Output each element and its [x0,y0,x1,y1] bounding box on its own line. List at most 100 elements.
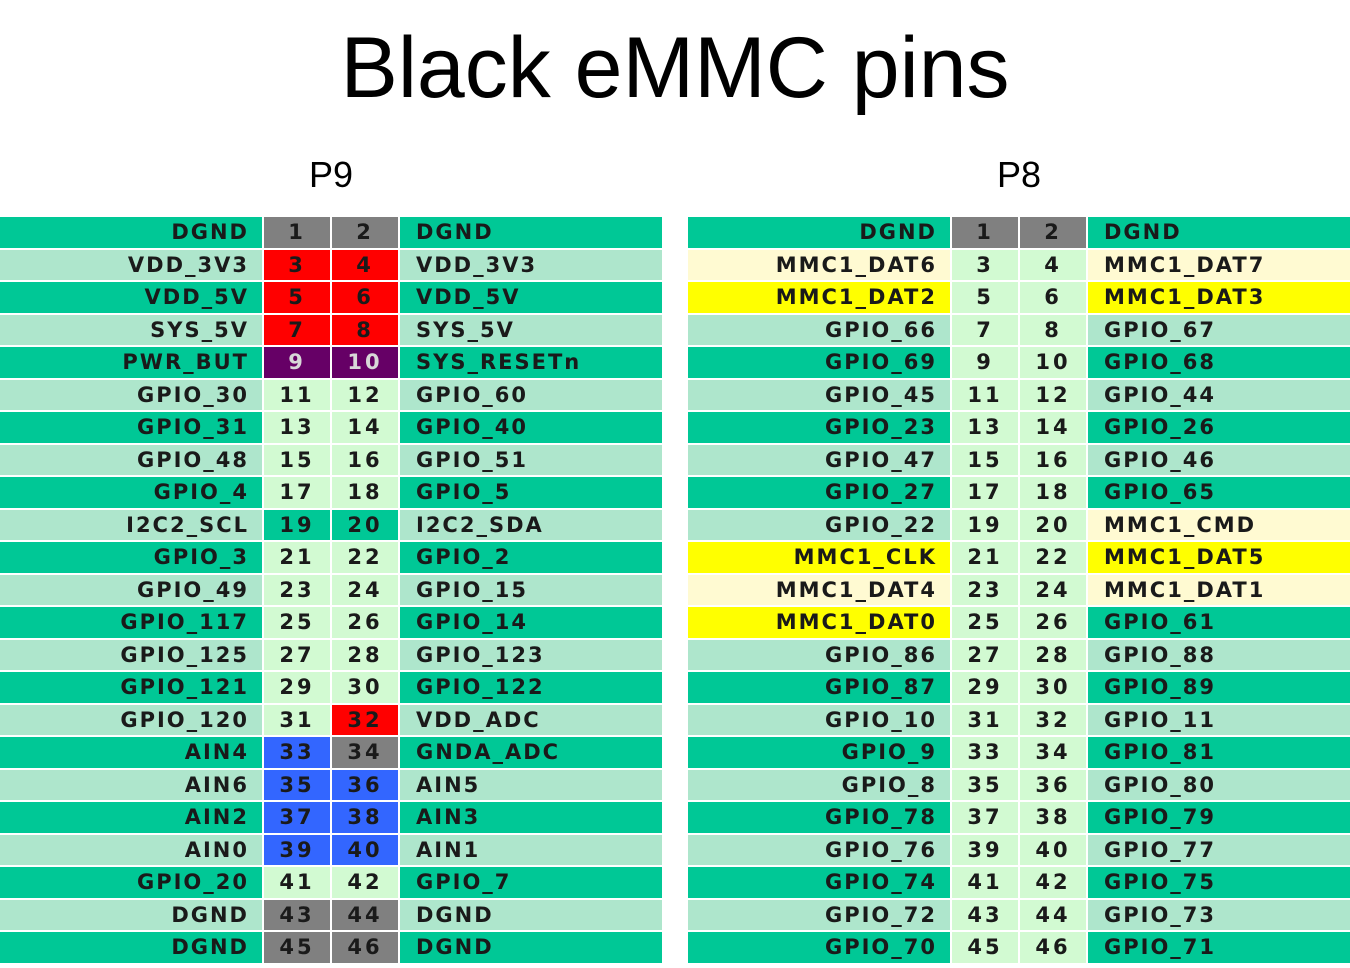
p9-header-label: P9 [308,154,354,195]
p8-pin-row: GPIO_66 7 8 GPIO_67 [688,314,1350,348]
p9-pin-number-right: 8 [332,314,398,345]
p8-pin-signal-right: GPIO_79 [1088,802,1350,833]
p9-pin-number-left: 27 [264,639,330,670]
p9-pin-number-right: 38 [332,802,398,833]
p8-pin-row: GPIO_76 39 40 GPIO_77 [688,834,1350,868]
p9-pin-signal-left: GPIO_30 [0,379,262,410]
p9-pin-signal-left: AIN6 [0,769,262,800]
p8-pin-signal-right: GPIO_46 [1088,444,1350,475]
p8-pin-signal-left: GPIO_23 [688,412,950,443]
p9-pin-number-left: 13 [264,412,330,443]
p8-pin-signal-right: GPIO_77 [1088,834,1350,865]
p9-pin-signal-right: GPIO_15 [400,574,662,605]
p9-pin-number-left: 5 [264,282,330,313]
p8-pin-signal-left: MMC1_DAT6 [688,249,950,280]
p8-pin-signal-right: MMC1_DAT7 [1088,249,1350,280]
p8-pin-number-left: 7 [952,314,1018,345]
p9-pin-signal-right: GPIO_40 [400,412,662,443]
p9-pin-row: GPIO_3 21 22 GPIO_2 [0,542,662,575]
p8-pin-signal-left: MMC1_DAT0 [688,607,950,638]
p9-pin-row: GPIO_48 15 16 GPIO_51 [0,444,662,478]
p8-pin-signal-left: GPIO_9 [688,737,950,768]
p9-pin-number-left: 39 [264,834,330,865]
p8-pin-row: MMC1_DAT0 25 26 GPIO_61 [688,607,1350,640]
p8-pin-number-right: 40 [1020,834,1086,865]
p9-pin-row: GPIO_31 13 14 GPIO_40 [0,412,662,445]
p9-pin-number-left: 33 [264,737,330,768]
p9-pin-number-right: 6 [332,282,398,313]
p9-pin-signal-right: GPIO_7 [400,867,662,898]
p9-pin-signal-right: GPIO_123 [400,639,662,670]
p9-pin-signal-left: GPIO_121 [0,672,262,703]
p8-pin-number-right: 20 [1020,509,1086,540]
p8-pin-signal-left: GPIO_10 [688,704,950,735]
p9-pin-row: DGND 45 46 DGND [0,932,662,965]
p8-pin-signal-right: GPIO_67 [1088,314,1350,345]
p9-pin-signal-left: PWR_BUT [0,347,262,378]
p9-pin-signal-left: AIN4 [0,737,262,768]
p8-pin-number-right: 38 [1020,802,1086,833]
p9-pin-signal-left: VDD_5V [0,282,262,313]
p8-pin-number-left: 11 [952,379,1018,410]
p9-pin-number-right: 14 [332,412,398,443]
p8-pin-number-right: 16 [1020,444,1086,475]
p8-pin-row: GPIO_8 35 36 GPIO_80 [688,769,1350,803]
p9-pin-number-left: 11 [264,379,330,410]
p9-pin-number-right: 46 [332,932,398,963]
p9-pin-row: GPIO_117 25 26 GPIO_14 [0,607,662,640]
p9-pin-signal-right: DGND [400,217,662,248]
p8-pin-signal-left: GPIO_78 [688,802,950,833]
p8-pin-number-right: 22 [1020,542,1086,573]
p9-pin-number-left: 35 [264,769,330,800]
p9-pin-signal-left: DGND [0,932,262,963]
p8-pin-number-right: 28 [1020,639,1086,670]
p9-pin-number-left: 19 [264,509,330,540]
p8-pin-signal-right: GPIO_44 [1088,379,1350,410]
p8-pin-signal-left: GPIO_72 [688,899,950,930]
p8-pin-number-left: 43 [952,899,1018,930]
p9-pin-row: AIN6 35 36 AIN5 [0,769,662,803]
p9-pin-number-right: 42 [332,867,398,898]
p9-pin-row: GPIO_4 17 18 GPIO_5 [0,477,662,510]
p9-pin-signal-left: AIN0 [0,834,262,865]
p8-pin-number-right: 42 [1020,867,1086,898]
p8-pin-signal-left: MMC1_DAT4 [688,574,950,605]
p9-pin-number-right: 2 [332,217,398,248]
p8-pin-number-left: 1 [952,217,1018,248]
p8-pin-signal-left: DGND [688,217,950,248]
p8-pin-signal-right: GPIO_89 [1088,672,1350,703]
p9-pin-number-right: 30 [332,672,398,703]
p8-pin-row: GPIO_87 29 30 GPIO_89 [688,672,1350,705]
p8-pin-number-left: 9 [952,347,1018,378]
p8-pin-number-right: 6 [1020,282,1086,313]
p9-pin-row: DGND 1 2 DGND [0,217,662,250]
p8-pin-number-left: 39 [952,834,1018,865]
p8-pin-signal-right: GPIO_26 [1088,412,1350,443]
p9-pin-signal-left: GPIO_49 [0,574,262,605]
p8-pin-number-right: 24 [1020,574,1086,605]
p9-pin-number-right: 32 [332,704,398,735]
p8-pin-row: MMC1_DAT2 5 6 MMC1_DAT3 [688,282,1350,315]
p8-pin-row: GPIO_45 11 12 GPIO_44 [688,379,1350,413]
p9-pin-signal-right: GPIO_5 [400,477,662,508]
p9-pin-row: GPIO_30 11 12 GPIO_60 [0,379,662,413]
p9-pin-number-right: 16 [332,444,398,475]
p8-pin-signal-left: GPIO_86 [688,639,950,670]
p8-pin-number-left: 27 [952,639,1018,670]
p9-pin-number-left: 43 [264,899,330,930]
p9-pin-number-left: 1 [264,217,330,248]
p9-pin-row: AIN4 33 34 GNDA_ADC [0,737,662,770]
p8-pin-row: GPIO_74 41 42 GPIO_75 [688,867,1350,900]
p9-pin-signal-right: GPIO_14 [400,607,662,638]
p9-pin-signal-right: GPIO_51 [400,444,662,475]
p8-pin-row: GPIO_9 33 34 GPIO_81 [688,737,1350,770]
p8-pin-signal-left: GPIO_47 [688,444,950,475]
p8-pin-row: GPIO_27 17 18 GPIO_65 [688,477,1350,510]
p8-pin-signal-left: GPIO_8 [688,769,950,800]
p9-pin-number-right: 44 [332,899,398,930]
p8-pin-signal-left: GPIO_27 [688,477,950,508]
p9-pin-signal-right: AIN1 [400,834,662,865]
p9-pin-number-left: 15 [264,444,330,475]
p9-pin-signal-right: AIN3 [400,802,662,833]
p8-pin-signal-left: GPIO_87 [688,672,950,703]
